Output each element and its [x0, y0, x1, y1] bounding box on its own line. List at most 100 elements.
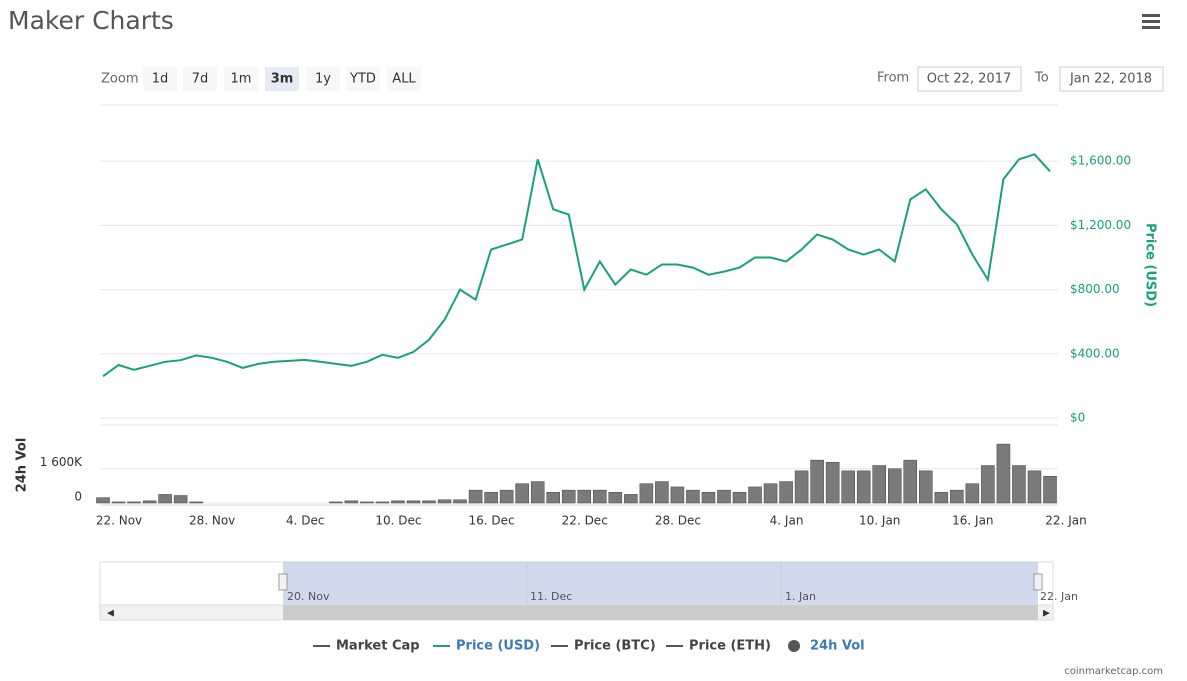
x-tick-label: 10. Dec	[375, 514, 421, 528]
volume-bar	[189, 501, 203, 504]
volume-bar	[499, 489, 514, 504]
volume-bar	[360, 501, 374, 504]
to-label: To	[1034, 71, 1049, 86]
zoom-button[interactable]	[346, 67, 380, 91]
zoom-button-label: 7d	[192, 72, 209, 87]
x-tick-label: 22. Dec	[562, 514, 608, 528]
volume-bar	[794, 470, 809, 504]
x-tick-label: 22. Jan	[1045, 514, 1086, 528]
x-tick-label: 4. Jan	[770, 514, 804, 528]
navigator-selection[interactable]	[283, 562, 1038, 605]
volume-bar	[484, 492, 498, 504]
volume-bar	[96, 497, 110, 504]
volume-bar	[561, 489, 576, 504]
y-tick-label: $0	[1070, 411, 1085, 425]
volume-bar	[670, 486, 685, 504]
volume-bar	[748, 486, 762, 504]
y-tick-label: 0	[74, 490, 82, 504]
volume-bar	[779, 481, 793, 504]
zoom-button-label: ALL	[392, 72, 416, 87]
navigator-handle[interactable]	[1033, 573, 1043, 591]
y-tick-label: $1,600.00	[1070, 154, 1131, 168]
x-tick-label: 16. Dec	[469, 514, 515, 528]
y-axis-title: Price (USD)	[1143, 223, 1158, 307]
volume-bar	[422, 500, 436, 504]
page-title: Maker Charts	[8, 6, 174, 35]
volume-bar	[391, 500, 405, 504]
legend-item[interactable]: 24h Vol	[810, 639, 865, 654]
volume-bar	[546, 492, 560, 504]
x-tick-label: 22. Nov	[96, 514, 142, 528]
legend-item[interactable]: Price (BTC)	[574, 639, 656, 654]
scroll-left[interactable]: ◀	[107, 609, 114, 619]
volume-bar	[515, 483, 529, 504]
legend-item[interactable]: Price (ETH)	[689, 639, 771, 654]
volume-bar	[1027, 470, 1042, 504]
volume-bar	[593, 489, 607, 504]
scroll-right[interactable]: ▶	[1043, 609, 1050, 619]
from-date: Oct 22, 2017	[927, 72, 1012, 87]
zoom-button-label: YTD	[349, 72, 376, 87]
zoom-button[interactable]	[143, 67, 177, 91]
menu-icon[interactable]	[1142, 14, 1160, 29]
from-input[interactable]	[917, 66, 1022, 92]
volume-bar	[437, 499, 452, 504]
x-tick-label: 28. Nov	[189, 514, 235, 528]
volume-bar	[375, 501, 390, 504]
volume-bar	[577, 489, 592, 504]
zoom-button[interactable]	[265, 67, 299, 91]
volume-bar	[919, 470, 933, 504]
zoom-button[interactable]	[224, 67, 258, 91]
zoom-button[interactable]	[306, 67, 340, 91]
volume-bar	[872, 465, 886, 504]
y-tick-label: $800.00	[1070, 282, 1120, 296]
volume-bar	[453, 499, 467, 504]
volume-bar	[111, 501, 126, 504]
zoom-button[interactable]	[183, 67, 217, 91]
volume-bar	[329, 501, 343, 504]
to-input[interactable]	[1059, 66, 1164, 92]
zoom-button-label: 3m	[271, 72, 294, 87]
x-tick-label: 4. Dec	[286, 514, 324, 528]
volume-bar	[142, 500, 157, 504]
volume-bar	[173, 495, 188, 504]
x-tick-label: 16. Jan	[952, 514, 993, 528]
price-line	[102, 153, 1051, 378]
volume-bar	[981, 465, 995, 504]
volume-bar	[639, 483, 654, 504]
volume-bar	[856, 470, 871, 504]
x-tick-label: 28. Dec	[655, 514, 701, 528]
volume-bar	[655, 481, 669, 504]
navigator-label: 1. Jan	[785, 590, 816, 603]
volume-bar	[841, 470, 855, 504]
volume-bar	[530, 481, 545, 504]
volume-bar	[624, 494, 638, 504]
from-label: From	[877, 71, 909, 86]
volume-bar	[810, 459, 824, 504]
zoom-button[interactable]	[387, 67, 421, 91]
volume-bar	[344, 500, 359, 504]
scrollbar-thumb[interactable]	[283, 605, 1038, 620]
volume-bar	[965, 483, 980, 504]
navigator-label: 11. Dec	[530, 590, 572, 603]
volume-bar	[825, 462, 840, 504]
legend-item[interactable]: Price (USD)	[456, 639, 540, 654]
legend-symbol	[788, 640, 800, 652]
volume-bar	[608, 492, 623, 504]
y-tick-label: $1,200.00	[1070, 218, 1131, 232]
volume-bar	[701, 492, 716, 504]
navigator-label: 20. Nov	[287, 590, 330, 603]
navigator-label: 22. Jan	[1040, 590, 1078, 603]
legend-item[interactable]: Market Cap	[336, 639, 420, 654]
volume-bar	[950, 489, 964, 504]
volume-bar	[732, 492, 747, 504]
volume-bar	[934, 492, 949, 504]
x-tick-label: 10. Jan	[859, 514, 900, 528]
navigator-handle[interactable]	[278, 573, 288, 591]
credit: coinmarketcap.com	[1064, 666, 1163, 677]
volume-bar	[406, 500, 421, 504]
volume-bar	[717, 489, 731, 504]
volume-bar	[887, 468, 902, 504]
volume-bar	[127, 501, 141, 504]
